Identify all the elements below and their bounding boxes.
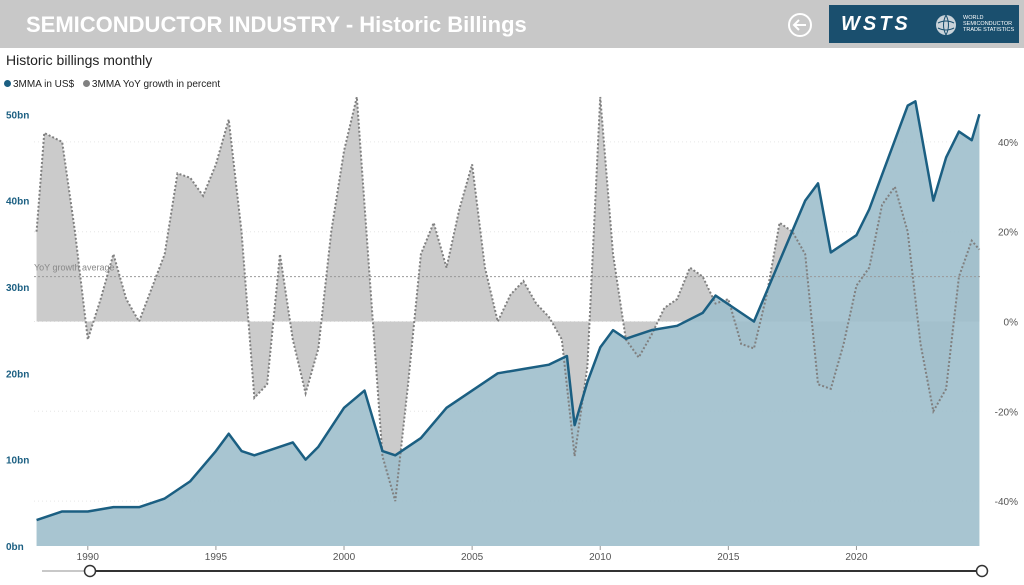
- y-left-tick-label: 50bn: [6, 110, 29, 121]
- y-left-tick-label: 30bn: [6, 283, 29, 294]
- legend-label: 3MMA YoY growth in percent: [91, 79, 221, 90]
- logo-subtext: WORLD SEMICONDUCTOR TRADE STATISTICS: [963, 15, 1015, 33]
- x-tick-label: 2000: [333, 552, 356, 563]
- range-slider-handle-left[interactable]: [83, 564, 97, 578]
- legend-dot-icon: [82, 80, 90, 87]
- legend-item-growth[interactable]: 3MMA YoY growth in percent: [82, 79, 221, 90]
- x-tick-label: 2020: [845, 552, 868, 563]
- billings-line[interactable]: [36, 100, 981, 522]
- y-left-tick-label: 10bn: [6, 456, 29, 467]
- legend: 3MMA in US$ 3MMA YoY growth in percent: [4, 79, 226, 90]
- legend-label: 3MMA in US$: [13, 79, 75, 90]
- legend-dot-icon: [4, 80, 11, 87]
- x-tick-label: 1990: [77, 552, 100, 563]
- page-title: SEMICONDUCTOR INDUSTRY - Historic Billin…: [26, 12, 527, 37]
- y-right-tick-label: 20%: [998, 228, 1018, 239]
- x-tick-label: 2010: [589, 552, 612, 563]
- y-left-tick-label: 20bn: [6, 369, 29, 380]
- logo-text: WSTS: [841, 13, 911, 35]
- wsts-logo[interactable]: WSTS WORLD SEMICONDUCTOR TRADE STATISTIC…: [829, 5, 1019, 43]
- x-tick-label: 1995: [205, 552, 228, 563]
- billings-area: [36, 101, 980, 546]
- back-arrow-icon[interactable]: [787, 12, 813, 38]
- chart-title: Historic billings monthly: [6, 52, 153, 68]
- globe-icon: [936, 14, 956, 36]
- legend-item-billings[interactable]: 3MMA in US$: [4, 79, 74, 90]
- y-right-tick-label: -40%: [995, 497, 1018, 508]
- range-slider-handle-right[interactable]: [975, 564, 989, 578]
- header-bar: SEMICONDUCTOR INDUSTRY - Historic Billin…: [0, 0, 1024, 48]
- y-right-tick-label: 40%: [998, 138, 1018, 149]
- y-right-tick-label: 0%: [1004, 318, 1019, 329]
- average-label: YoY growth average: [34, 263, 115, 273]
- y-right-tick-label: -20%: [995, 407, 1018, 418]
- x-tick-label: 2005: [461, 552, 484, 563]
- y-left-tick-label: 0bn: [6, 542, 24, 553]
- x-tick-label: 2015: [717, 552, 740, 563]
- y-left-tick-label: 40bn: [6, 197, 29, 208]
